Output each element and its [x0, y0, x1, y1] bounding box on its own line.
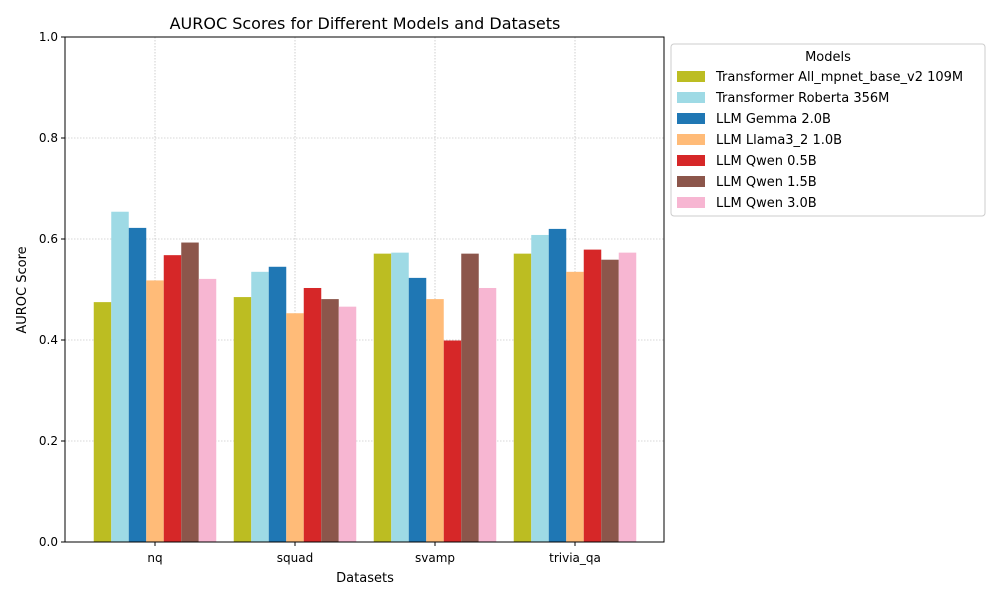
bar	[601, 259, 619, 542]
x-axis-label: Datasets	[336, 571, 394, 586]
bar	[268, 266, 287, 542]
y-tick-label: 0.0	[39, 535, 58, 549]
legend-entry: Transformer Roberta 356M	[715, 91, 889, 106]
legend-swatch	[677, 134, 705, 145]
bar	[303, 287, 322, 542]
bar	[461, 253, 479, 542]
bar	[478, 287, 497, 542]
y-axis: 0.0 0.2 0.4 0.6 0.8 1.0	[39, 30, 65, 549]
bar	[531, 234, 549, 542]
legend-entry: Transformer All_mpnet_base_v2 109M	[715, 70, 963, 85]
bar	[93, 302, 112, 542]
y-tick-label: 0.2	[39, 434, 58, 448]
x-tick-label: squad	[277, 551, 313, 565]
bar	[618, 252, 637, 542]
bar	[566, 271, 584, 542]
legend: Models Transformer All_mpnet_base_v2 109…	[670, 43, 986, 217]
y-tick-label: 0.6	[39, 232, 58, 246]
legend-swatch	[677, 176, 705, 187]
bar	[426, 299, 444, 542]
x-tick-label: trivia_qa	[549, 551, 601, 565]
legend-entry: LLM Llama3_2 1.0B	[716, 133, 842, 148]
bars	[93, 211, 637, 543]
legend-entry: LLM Qwen 1.5B	[716, 175, 817, 190]
bar	[321, 299, 339, 542]
bar	[163, 255, 182, 542]
y-axis-label: AUROC Score	[15, 246, 30, 333]
y-tick-label: 0.4	[39, 333, 58, 347]
bar	[128, 227, 147, 542]
x-axis: nq squad svamp trivia_qa	[147, 542, 601, 565]
y-tick-label: 0.8	[39, 131, 58, 145]
bar	[443, 340, 462, 542]
bar	[111, 211, 129, 543]
bar	[548, 228, 567, 542]
bar	[338, 306, 357, 542]
bar	[233, 297, 252, 542]
bar	[286, 313, 304, 542]
bar	[373, 253, 392, 542]
bar	[583, 249, 602, 543]
legend-entry: LLM Gemma 2.0B	[716, 112, 831, 127]
chart-title: AUROC Scores for Different Models and Da…	[170, 14, 561, 33]
bar	[391, 252, 409, 542]
bar	[198, 278, 217, 542]
bar	[251, 271, 269, 542]
legend-swatch	[677, 197, 705, 208]
legend-title: Models	[805, 50, 851, 65]
legend-swatch	[677, 92, 705, 103]
bar	[408, 277, 427, 542]
legend-entry: LLM Qwen 3.0B	[716, 196, 817, 211]
legend-entry: LLM Qwen 0.5B	[716, 154, 817, 169]
x-tick-label: svamp	[415, 551, 455, 565]
legend-swatch	[677, 71, 705, 82]
plot-frame	[64, 36, 665, 543]
legend-swatch	[677, 155, 705, 166]
legend-frame	[670, 43, 986, 217]
bar	[181, 242, 199, 542]
y-tick-label: 1.0	[39, 30, 58, 44]
x-tick-label: nq	[147, 551, 162, 565]
legend-swatch	[677, 113, 705, 124]
bar	[513, 253, 532, 542]
bar	[146, 280, 164, 542]
